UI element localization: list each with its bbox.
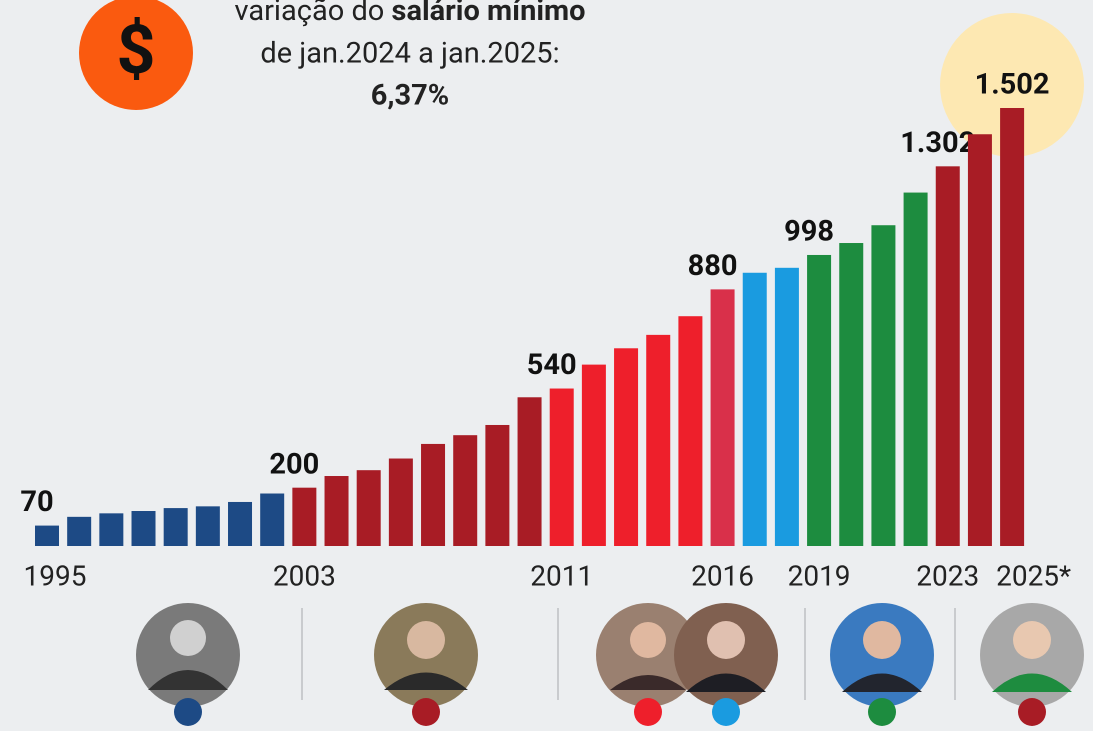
value-label: 540 <box>527 348 577 382</box>
bar <box>582 365 606 546</box>
bar <box>614 348 638 546</box>
bar <box>936 166 960 546</box>
bar <box>485 425 509 546</box>
bar <box>743 273 767 546</box>
bar <box>164 508 188 546</box>
x-tick-label: 1995 <box>24 559 87 592</box>
bar <box>518 397 542 546</box>
bar <box>904 193 928 546</box>
bar <box>1000 108 1024 546</box>
bar <box>389 459 413 546</box>
bar <box>357 470 381 546</box>
bar <box>871 225 895 546</box>
bar <box>968 134 992 546</box>
chart: $ variação do salário mínimo de jan.2024… <box>0 0 1093 731</box>
bar <box>550 389 574 546</box>
bar <box>807 255 831 546</box>
bar <box>775 268 799 546</box>
bar <box>67 517 91 546</box>
bar <box>325 476 349 546</box>
x-tick-label: 2023 <box>916 559 979 592</box>
value-label: 1.302 <box>900 126 975 160</box>
bar <box>196 506 220 546</box>
portraits <box>136 603 1084 707</box>
bar <box>99 513 123 546</box>
bar <box>646 335 670 546</box>
x-tick-label: 2019 <box>788 559 851 592</box>
x-tick-label: 2016 <box>691 559 754 592</box>
bar <box>228 502 252 546</box>
x-tick-label: 2003 <box>273 559 336 592</box>
party-dots <box>174 698 1046 726</box>
bar <box>678 316 702 546</box>
value-label: 1.502 <box>975 68 1050 102</box>
title-bold: salário mínimo <box>392 0 586 28</box>
bar <box>453 435 477 546</box>
value-label: 880 <box>688 249 738 283</box>
bar <box>35 526 59 546</box>
icon: $ <box>116 10 155 90</box>
bar <box>260 494 284 546</box>
x-tick-label: 2011 <box>530 559 593 592</box>
bar <box>292 488 316 546</box>
bar <box>132 511 156 546</box>
value-label: 998 <box>784 215 834 249</box>
title-prefix: variação do <box>235 0 385 28</box>
value-label: 200 <box>269 447 319 481</box>
subtitle: de jan.2024 a jan.2025: <box>260 37 559 71</box>
value-label: 70 <box>20 485 53 519</box>
x-tick-label: 2025* <box>996 559 1071 592</box>
title: variação do salário mínimo <box>235 0 586 28</box>
bar <box>421 444 445 546</box>
annotation: 6,37% <box>371 79 450 113</box>
bar <box>839 243 863 546</box>
bar <box>711 289 735 546</box>
